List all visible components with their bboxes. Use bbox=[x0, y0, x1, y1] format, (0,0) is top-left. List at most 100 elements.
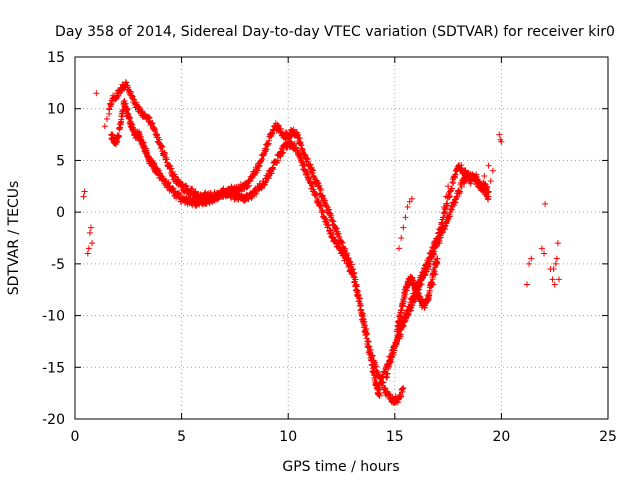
data-point bbox=[407, 301, 414, 308]
data-point bbox=[115, 133, 122, 140]
data-point bbox=[367, 347, 374, 354]
data-point bbox=[81, 188, 88, 195]
data-point bbox=[395, 331, 402, 338]
plot-frame bbox=[74, 56, 609, 420]
data-point bbox=[297, 139, 304, 146]
data-point bbox=[380, 373, 387, 380]
data-point bbox=[552, 260, 559, 267]
data-point bbox=[161, 149, 168, 156]
data-point bbox=[154, 131, 161, 138]
data-point bbox=[118, 87, 125, 94]
y-tick-label: -10 bbox=[42, 309, 65, 325]
data-point bbox=[485, 189, 492, 196]
data-point bbox=[304, 155, 311, 162]
data-point bbox=[244, 183, 251, 190]
data-point bbox=[295, 131, 302, 138]
data-point bbox=[538, 245, 545, 252]
data-point bbox=[365, 338, 372, 345]
data-point bbox=[440, 203, 447, 210]
data-point bbox=[310, 186, 317, 193]
data-point bbox=[318, 202, 325, 209]
data-point bbox=[352, 276, 359, 283]
grid-lines bbox=[75, 57, 608, 419]
y-tick-label: -5 bbox=[51, 257, 65, 273]
data-point bbox=[443, 218, 450, 225]
data-point bbox=[393, 338, 400, 345]
data-point bbox=[429, 276, 436, 283]
data-point bbox=[319, 192, 326, 199]
data-point bbox=[359, 310, 366, 317]
data-point bbox=[555, 276, 562, 283]
data-point bbox=[352, 282, 359, 289]
data-point bbox=[432, 241, 439, 248]
data-point bbox=[430, 281, 437, 288]
x-tick-label: 5 bbox=[177, 429, 186, 445]
data-point bbox=[399, 385, 406, 392]
data-point bbox=[434, 260, 441, 267]
x-tick-label: 15 bbox=[386, 429, 404, 445]
data-point bbox=[553, 255, 560, 262]
data-point bbox=[436, 240, 443, 247]
data-point bbox=[263, 146, 270, 153]
data-point bbox=[177, 191, 184, 198]
data-point bbox=[139, 108, 146, 115]
data-point bbox=[402, 214, 409, 221]
data-point bbox=[270, 166, 277, 173]
chart-title: Day 358 of 2014, Sidereal Day-to-day VTE… bbox=[55, 24, 615, 40]
data-point bbox=[438, 219, 445, 226]
data-point bbox=[496, 131, 503, 138]
data-point bbox=[318, 187, 325, 194]
data-point bbox=[398, 393, 405, 400]
data-point bbox=[325, 222, 332, 229]
data-point bbox=[189, 185, 196, 192]
data-point bbox=[165, 179, 172, 186]
data-point bbox=[364, 330, 371, 337]
data-point bbox=[80, 193, 87, 200]
data-point bbox=[84, 250, 91, 257]
data-point bbox=[554, 240, 561, 247]
data-point bbox=[487, 178, 494, 185]
data-point bbox=[279, 150, 286, 157]
data-point bbox=[151, 161, 158, 168]
data-point bbox=[245, 182, 252, 189]
data-point bbox=[445, 183, 452, 190]
data-point bbox=[458, 183, 465, 190]
data-point bbox=[550, 266, 557, 273]
data-point bbox=[446, 213, 453, 220]
data-point bbox=[481, 172, 488, 179]
y-tick-label: 10 bbox=[47, 102, 65, 118]
data-point bbox=[400, 224, 407, 231]
data-point bbox=[394, 328, 401, 335]
data-point bbox=[402, 291, 409, 298]
data-point bbox=[432, 271, 439, 278]
data-point bbox=[387, 357, 394, 364]
data-point bbox=[129, 121, 136, 128]
data-point bbox=[314, 179, 321, 186]
data-point bbox=[122, 79, 129, 86]
data-point bbox=[327, 227, 334, 234]
data-point bbox=[258, 157, 265, 164]
data-point bbox=[114, 138, 121, 145]
data-point bbox=[420, 272, 427, 279]
data-point bbox=[316, 182, 323, 189]
data-point bbox=[498, 138, 505, 145]
data-point bbox=[254, 167, 261, 174]
y-tick-label: 5 bbox=[56, 153, 65, 169]
data-point bbox=[348, 261, 355, 268]
data-point bbox=[103, 116, 110, 123]
data-point bbox=[442, 193, 449, 200]
data-point bbox=[168, 165, 175, 172]
data-point bbox=[444, 200, 451, 207]
data-point bbox=[319, 207, 326, 214]
data-point bbox=[86, 229, 93, 236]
data-point bbox=[335, 233, 342, 240]
data-point bbox=[551, 281, 558, 288]
data-point bbox=[161, 150, 168, 157]
data-point bbox=[421, 267, 428, 274]
data-point bbox=[309, 167, 316, 174]
data-point bbox=[541, 250, 548, 257]
data-point bbox=[101, 123, 108, 130]
data-point bbox=[374, 368, 381, 375]
